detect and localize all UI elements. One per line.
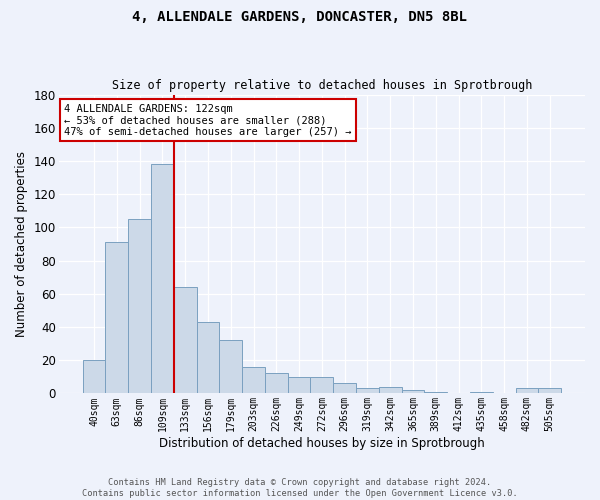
- Bar: [515, 388, 538, 394]
- Bar: [310, 377, 333, 394]
- Bar: [83, 360, 106, 394]
- Bar: [128, 219, 151, 394]
- Bar: [333, 384, 356, 394]
- Bar: [220, 340, 242, 394]
- Bar: [197, 322, 220, 394]
- Bar: [470, 392, 493, 394]
- Bar: [106, 242, 128, 394]
- Y-axis label: Number of detached properties: Number of detached properties: [15, 151, 28, 337]
- X-axis label: Distribution of detached houses by size in Sprotbrough: Distribution of detached houses by size …: [159, 437, 485, 450]
- Bar: [538, 388, 561, 394]
- Bar: [265, 374, 287, 394]
- Bar: [287, 377, 310, 394]
- Title: Size of property relative to detached houses in Sprotbrough: Size of property relative to detached ho…: [112, 79, 532, 92]
- Bar: [151, 164, 174, 394]
- Text: 4, ALLENDALE GARDENS, DONCASTER, DN5 8BL: 4, ALLENDALE GARDENS, DONCASTER, DN5 8BL: [133, 10, 467, 24]
- Text: Contains HM Land Registry data © Crown copyright and database right 2024.
Contai: Contains HM Land Registry data © Crown c…: [82, 478, 518, 498]
- Text: 4 ALLENDALE GARDENS: 122sqm
← 53% of detached houses are smaller (288)
47% of se: 4 ALLENDALE GARDENS: 122sqm ← 53% of det…: [64, 104, 352, 136]
- Bar: [424, 392, 447, 394]
- Bar: [242, 367, 265, 394]
- Bar: [401, 390, 424, 394]
- Bar: [356, 388, 379, 394]
- Bar: [379, 387, 401, 394]
- Bar: [174, 287, 197, 394]
